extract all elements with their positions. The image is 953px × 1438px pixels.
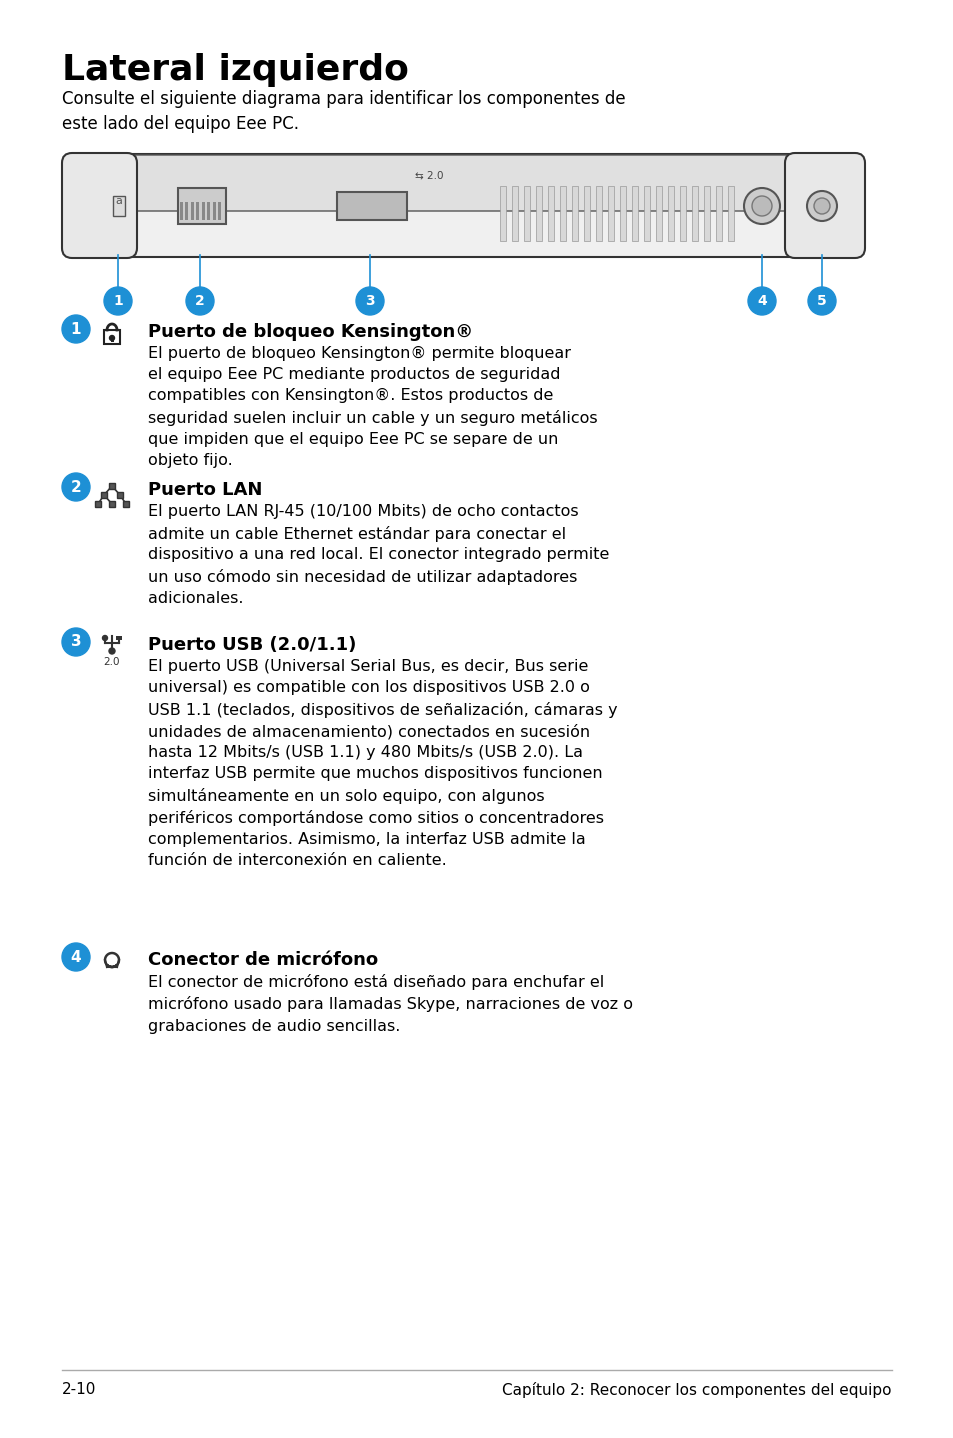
Text: 5: 5 (817, 293, 826, 308)
Text: Capítulo 2: Reconocer los componentes del equipo: Capítulo 2: Reconocer los componentes de… (502, 1382, 891, 1398)
Text: 3: 3 (71, 634, 81, 650)
Text: 2-10: 2-10 (62, 1382, 96, 1396)
Circle shape (813, 198, 829, 214)
Bar (111, 336, 113, 342)
Bar (208, 201, 211, 220)
Circle shape (104, 288, 132, 315)
Bar (631, 186, 638, 242)
Text: El puerto LAN RJ-45 (10/100 Mbits) de ocho contactos
admite un cable Ethernet es: El puerto LAN RJ-45 (10/100 Mbits) de oc… (148, 503, 609, 605)
Text: Lateral izquierdo: Lateral izquierdo (62, 53, 409, 88)
Bar (213, 201, 215, 220)
Circle shape (110, 335, 114, 341)
Bar (572, 186, 578, 242)
Bar (607, 186, 614, 242)
Bar (178, 188, 226, 224)
Text: El puerto de bloqueo Kensington® permite bloquear
el equipo Eee PC mediante prod: El puerto de bloqueo Kensington® permite… (148, 347, 597, 467)
Bar (109, 500, 115, 508)
Text: 4: 4 (757, 293, 766, 308)
Circle shape (747, 288, 775, 315)
Bar (218, 201, 221, 220)
Text: Consulte el siguiente diagrama para identificar los componentes de
este lado del: Consulte el siguiente diagrama para iden… (62, 91, 625, 132)
Bar (547, 186, 554, 242)
Circle shape (355, 288, 384, 315)
Circle shape (102, 636, 108, 640)
Circle shape (62, 473, 90, 500)
FancyBboxPatch shape (94, 155, 837, 211)
Bar (559, 186, 565, 242)
Text: Conector de micrófono: Conector de micrófono (148, 951, 377, 969)
Text: 1: 1 (113, 293, 123, 308)
Text: 4: 4 (71, 949, 81, 965)
Circle shape (62, 628, 90, 656)
Circle shape (751, 196, 771, 216)
Bar (583, 186, 589, 242)
Bar (202, 201, 205, 220)
Text: 1: 1 (71, 322, 81, 336)
Bar (703, 186, 709, 242)
Circle shape (186, 288, 213, 315)
Bar (536, 186, 541, 242)
Circle shape (743, 188, 780, 224)
Text: El puerto USB (Universal Serial Bus, es decir, Bus serie
universal) es compatibl: El puerto USB (Universal Serial Bus, es … (148, 659, 617, 869)
Text: Puerto LAN: Puerto LAN (148, 480, 262, 499)
FancyBboxPatch shape (62, 152, 137, 257)
Bar (619, 186, 625, 242)
Bar (116, 636, 122, 640)
Bar (101, 492, 107, 498)
FancyBboxPatch shape (88, 154, 843, 257)
Text: ⇆ 2.0: ⇆ 2.0 (415, 170, 443, 180)
Bar (499, 186, 505, 242)
FancyBboxPatch shape (784, 152, 864, 257)
Bar (716, 186, 721, 242)
Text: Puerto USB (2.0/1.1): Puerto USB (2.0/1.1) (148, 636, 356, 654)
Bar (109, 483, 115, 489)
Text: 2.0: 2.0 (104, 657, 120, 667)
Bar (727, 186, 733, 242)
Bar (679, 186, 685, 242)
Bar (185, 201, 189, 220)
Circle shape (62, 315, 90, 344)
Bar (191, 201, 193, 220)
Bar (180, 201, 183, 220)
Bar (117, 492, 123, 498)
Bar (643, 186, 649, 242)
Text: El conector de micrófono está diseñado para enchufar el
micrófono usado para lla: El conector de micrófono está diseñado p… (148, 974, 633, 1034)
Circle shape (109, 649, 115, 654)
Bar (656, 186, 661, 242)
Text: 3: 3 (365, 293, 375, 308)
Text: 2: 2 (195, 293, 205, 308)
Bar (196, 201, 199, 220)
Bar (104, 329, 120, 344)
Bar (336, 193, 407, 220)
Bar (123, 500, 129, 508)
Text: Puerto de bloqueo Kensington®: Puerto de bloqueo Kensington® (148, 324, 473, 341)
Text: a: a (115, 196, 122, 206)
Bar (596, 186, 601, 242)
Bar (112, 196, 125, 216)
Bar (667, 186, 673, 242)
Circle shape (62, 943, 90, 971)
Bar (95, 500, 101, 508)
Circle shape (807, 288, 835, 315)
Circle shape (806, 191, 836, 221)
Bar (523, 186, 530, 242)
Bar (691, 186, 698, 242)
Text: 2: 2 (71, 479, 81, 495)
Bar (512, 186, 517, 242)
